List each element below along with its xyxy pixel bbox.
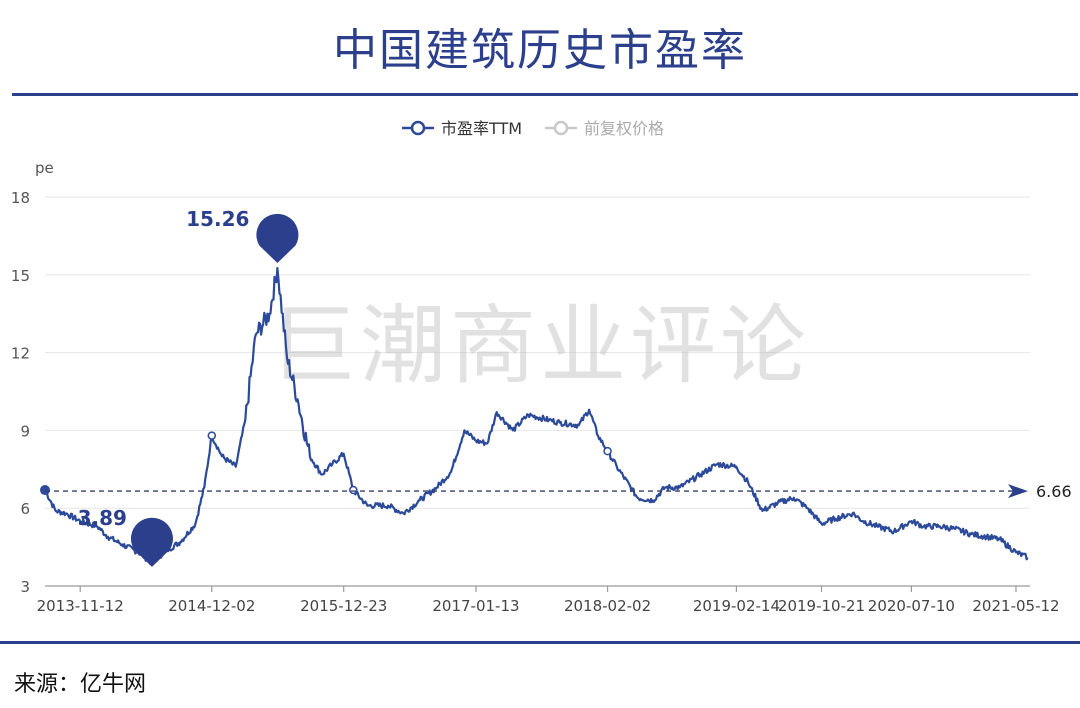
series-layer: 6.66 [40, 267, 1072, 565]
min-value-label: 3.89 [78, 506, 127, 530]
x-tick-label: 2017-01-13 [432, 597, 519, 615]
reference-value-label: 6.66 [1036, 482, 1072, 501]
series-start-point [40, 485, 50, 496]
series-point-marker [349, 485, 358, 495]
legend-item-pe[interactable]: 市盈率TTM [402, 119, 522, 138]
min-pin-marker [130, 517, 173, 567]
legend[interactable]: 市盈率TTM 前复权价格 [402, 119, 664, 138]
legend-label: 市盈率TTM [441, 119, 522, 138]
x-tick-label: 2021-05-12 [972, 597, 1059, 615]
y-tick-label: 12 [11, 345, 30, 363]
annotation-layer: 15.26 3.89 [78, 207, 299, 567]
x-tick-label: 2019-10-21 [778, 597, 865, 615]
x-tick-label: 2014-12-02 [168, 597, 255, 615]
y-axis-label: pe [35, 159, 54, 177]
legend-swatch-marker [553, 120, 569, 136]
axes-layer: 3 6 9 12 15 18 pe 2013-11-12 2014-12-02 2015-12-2… [11, 159, 1060, 615]
x-tick-label: 2020-07-10 [868, 597, 955, 615]
max-pin-marker [256, 213, 299, 264]
legend-item-price[interactable]: 前复权价格 [545, 119, 664, 138]
page-title: 中国建筑历史市盈率 [333, 25, 747, 76]
x-tick-label: 2015-12-23 [300, 597, 387, 615]
x-tick-label: 2018-02-02 [564, 597, 651, 615]
pe-history-chart: 3 6 9 12 15 18 pe 2013-11-12 2014-12-02 2015-12-2… [11, 119, 1072, 615]
footer-divider [0, 641, 1080, 644]
legend-label: 前复权价格 [584, 119, 664, 138]
y-tick-label: 3 [20, 578, 30, 596]
max-value-label: 15.26 [186, 207, 249, 231]
x-tick-label: 2019-02-14 [693, 597, 780, 615]
legend-swatch-marker [410, 120, 426, 136]
source-note: 来源：亿牛网 [14, 672, 147, 697]
y-tick-label: 15 [11, 267, 30, 285]
y-tick-label: 18 [11, 189, 30, 207]
pe-ttm-line [44, 267, 1029, 565]
watermark: 巨潮商业评论 [270, 296, 810, 396]
series-point-marker [207, 431, 217, 440]
x-tick-label: 2013-11-12 [37, 597, 124, 615]
title-divider [12, 93, 1078, 96]
reference-arrow [1008, 484, 1028, 499]
series-point-marker [603, 446, 612, 456]
y-tick-label: 6 [20, 500, 30, 518]
y-tick-label: 9 [20, 422, 30, 440]
